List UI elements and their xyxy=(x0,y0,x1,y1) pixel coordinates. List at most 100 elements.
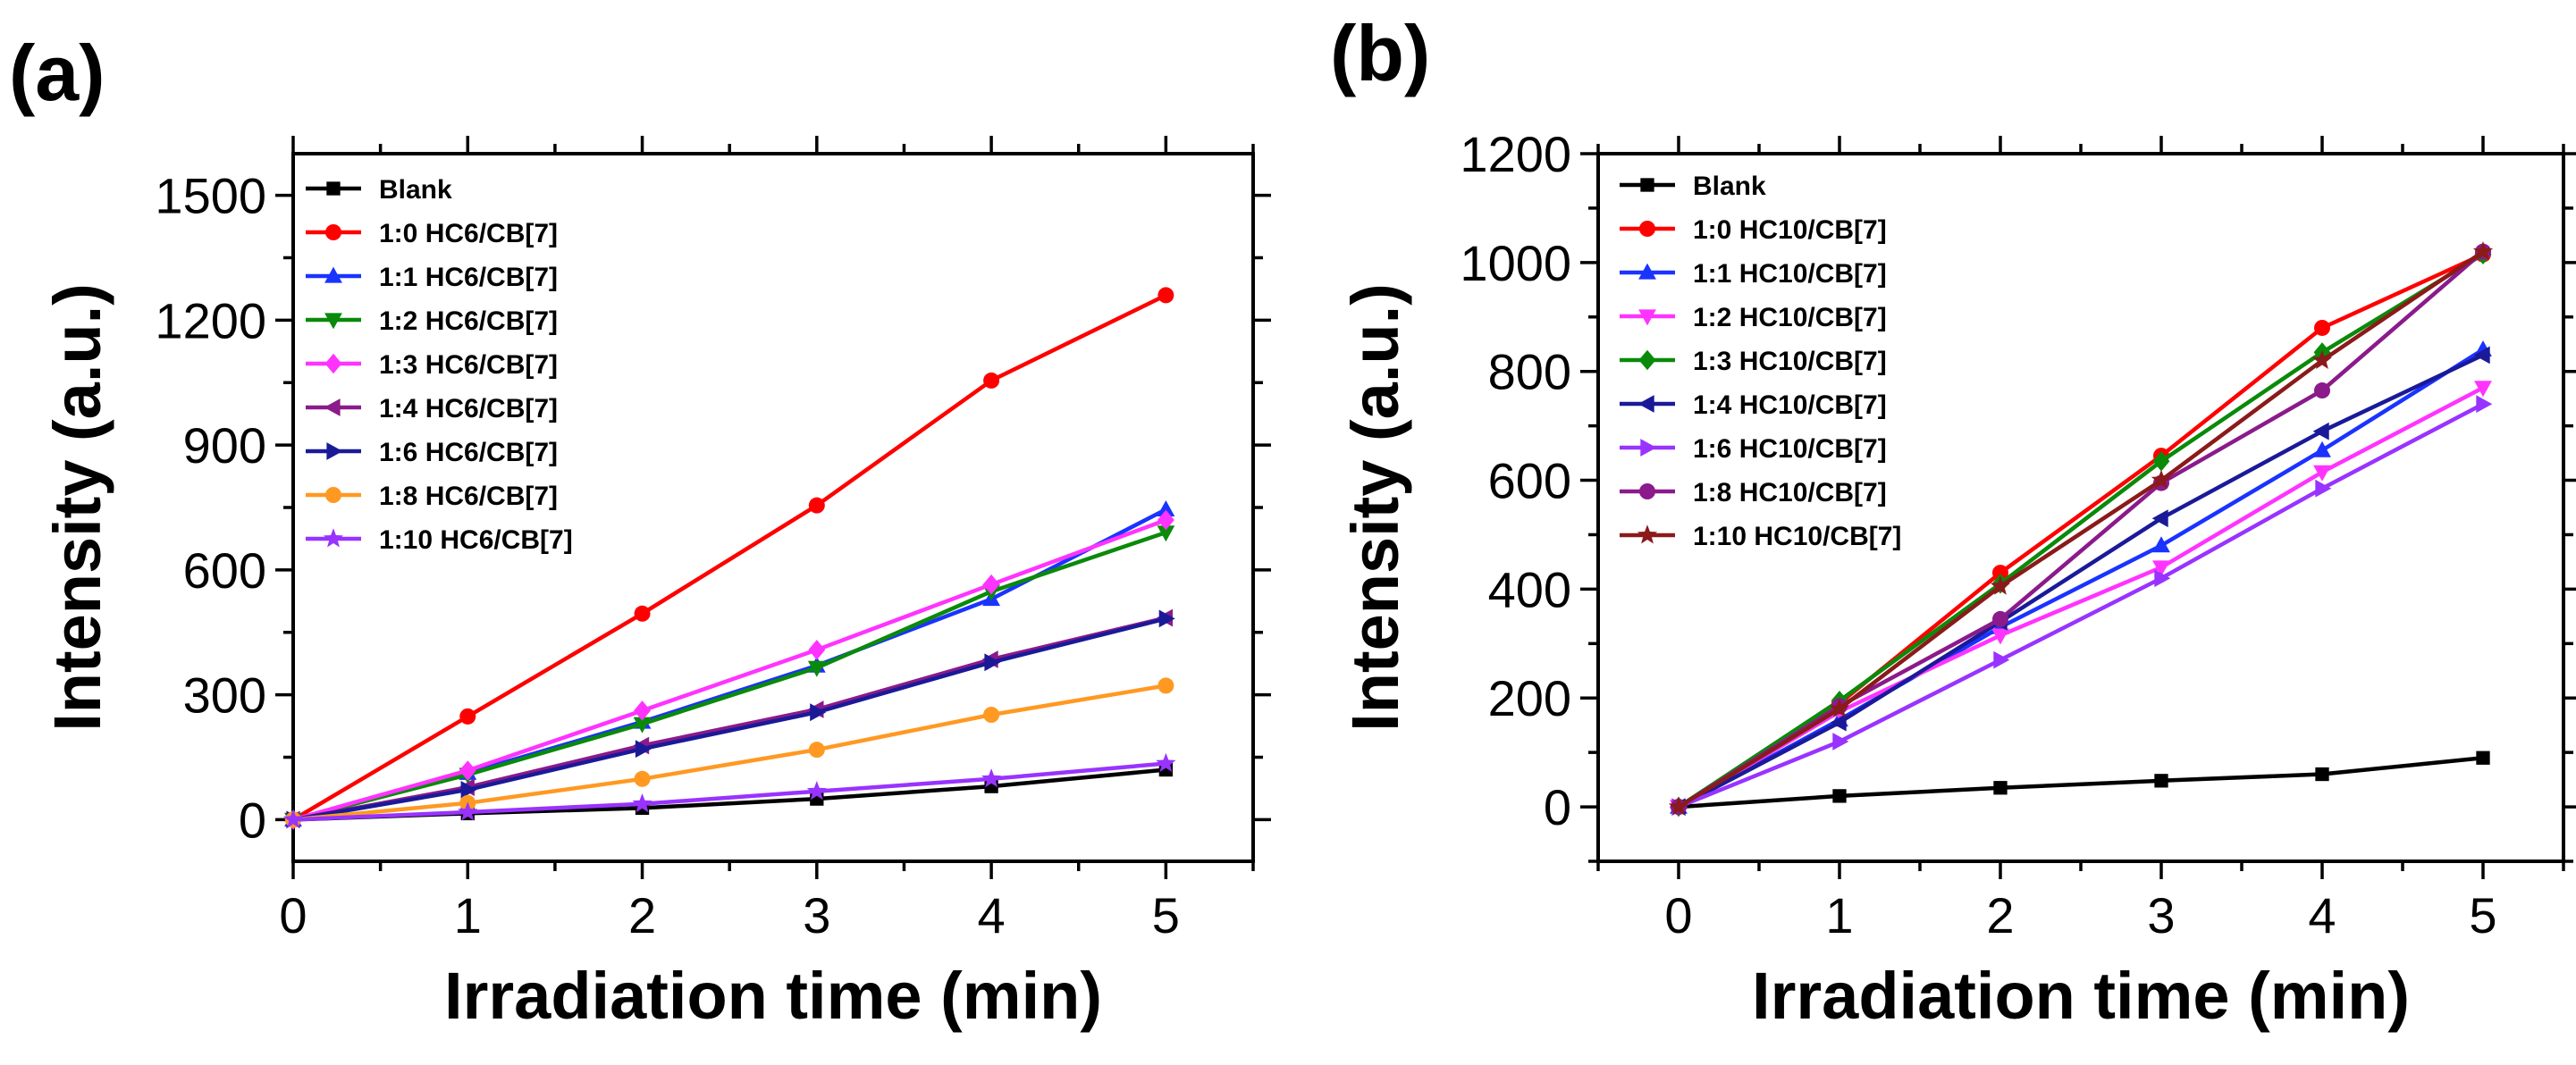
b-series-line xyxy=(1678,755,2484,809)
a-legend-swatch-marker xyxy=(324,353,342,374)
b-y-tick-label: 1200 xyxy=(1460,126,1571,182)
b-legend-item-label: 1:8 HC10/CB[7] xyxy=(1693,478,1887,507)
a-data-point xyxy=(1158,677,1174,694)
b-data-point xyxy=(2152,536,2170,553)
b-data-point xyxy=(2314,319,2330,336)
b-y-axis-label: Intensity (a.u.) xyxy=(1338,283,1412,732)
b-x-tick-label: 4 xyxy=(2308,887,2336,943)
a-data-point xyxy=(635,740,652,759)
b-data-point xyxy=(2476,751,2490,765)
a-data-point xyxy=(282,809,304,828)
a-series-line xyxy=(292,683,1166,822)
a-y-tick-label: 0 xyxy=(239,792,266,848)
b-data-point xyxy=(2473,346,2490,365)
b-data-point xyxy=(1830,713,1847,732)
a-y-tick-label: 300 xyxy=(183,667,266,724)
b-series-1-10-hc10-cb-7 xyxy=(1668,241,2494,816)
b-data-point xyxy=(2474,381,2492,398)
a-data-point xyxy=(983,372,1000,389)
b-panel-label: (b) xyxy=(1330,9,1430,97)
b-series-blank xyxy=(1671,751,2490,814)
a-data-point xyxy=(808,497,825,514)
a-legend-item-label: 1:0 HC6/CB[7] xyxy=(379,219,558,248)
b-legend-swatch-marker xyxy=(1637,395,1654,413)
a-legend-item-label: 1:3 HC6/CB[7] xyxy=(379,350,558,380)
a-series-line xyxy=(292,517,1167,822)
b-legend-item-label: 1:3 HC10/CB[7] xyxy=(1693,347,1887,376)
b-data-point xyxy=(2151,469,2172,489)
b-x-axis-label: Irradiation time (min) xyxy=(1752,959,2410,1033)
b-legend-item-label: Blank xyxy=(1693,172,1766,201)
a-data-point xyxy=(810,703,827,722)
b-data-point xyxy=(2315,479,2332,498)
b-legend-swatch-marker xyxy=(1640,439,1657,457)
a-data-point xyxy=(984,653,1001,672)
b-y-tick-label: 600 xyxy=(1488,453,1571,509)
a-data-point xyxy=(459,708,476,725)
a-legend-swatch-marker xyxy=(326,181,341,196)
a-data-point xyxy=(982,574,1000,595)
b-data-point xyxy=(2151,509,2168,528)
b-data-point xyxy=(2311,349,2333,369)
a-x-axis-label: Irradiation time (min) xyxy=(444,959,1102,1033)
b-legend-swatch-marker xyxy=(1639,221,1655,237)
b-data-point xyxy=(2313,465,2331,482)
b-x-tick-label: 2 xyxy=(1986,887,2014,943)
a-data-point xyxy=(1157,509,1174,531)
a-data-point xyxy=(1157,500,1175,516)
a-data-point xyxy=(633,717,652,734)
b-data-point xyxy=(1829,698,1850,717)
a-data-point xyxy=(634,700,651,721)
a-legend-swatch-marker xyxy=(326,442,343,460)
a-x-tick-label: 2 xyxy=(628,887,656,943)
a-x-tick-label: 4 xyxy=(978,887,1006,943)
a-y-axis-label: Intensity (a.u.) xyxy=(40,283,114,732)
a-legend: Blank 1:0 HC6/CB[7] 1:1 HC6/CB[7] 1:2 HC6/C… xyxy=(306,175,573,555)
b-legend-item-label: 1:10 HC10/CB[7] xyxy=(1693,522,1901,551)
a-legend-swatch-marker xyxy=(323,528,344,548)
a-legend-item-label: 1:8 HC6/CB[7] xyxy=(379,482,558,511)
a-legend-item-label: 1:10 HC6/CB[7] xyxy=(379,525,573,555)
a-x-tick-label: 1 xyxy=(454,887,482,943)
a-data-point xyxy=(981,768,1002,788)
a-data-point xyxy=(632,793,652,813)
a-data-point xyxy=(808,742,825,759)
b-data-point xyxy=(1990,575,2011,595)
a-y-tick-label: 600 xyxy=(183,542,266,599)
b-legend-item-label: 1:0 HC10/CB[7] xyxy=(1693,215,1887,245)
b-x-tick-label: 5 xyxy=(2469,887,2496,943)
b-data-point xyxy=(1992,610,2008,627)
a-data-point xyxy=(983,707,1000,724)
a-data-point xyxy=(460,781,477,799)
a-x-tick-label: 0 xyxy=(279,887,307,943)
b-legend-swatch-marker xyxy=(1638,349,1656,371)
a-legend-swatch-marker xyxy=(325,487,341,503)
b-y-tick-label: 400 xyxy=(1488,561,1571,617)
a-x-tick-label: 5 xyxy=(1152,887,1180,943)
b-data-point xyxy=(1991,628,2009,645)
a-panel-label: (a) xyxy=(9,29,105,117)
b-legend-swatch-marker xyxy=(1638,263,1656,280)
b-data-point xyxy=(2152,451,2170,472)
b-x-tick-label: 1 xyxy=(1825,887,1853,943)
b-legend-swatch-marker xyxy=(1639,483,1655,499)
b-data-point xyxy=(1832,733,1849,751)
b-data-point xyxy=(2312,422,2329,440)
b-series-line xyxy=(1677,353,2484,809)
b-y-tick-label: 200 xyxy=(1488,670,1571,726)
panel-a: (a) 0 1 2 3 4 5 0 300 600 900 1200 1500 Irradiation t… xyxy=(9,29,1271,1033)
b-legend-item-label: 1:4 HC10/CB[7] xyxy=(1693,390,1887,420)
b-data-point xyxy=(1832,789,1847,803)
b-data-point xyxy=(1993,650,2010,669)
b-legend-swatch-marker xyxy=(1638,309,1656,326)
a-legend-swatch-marker xyxy=(325,224,341,240)
a-legend-item-label: 1:1 HC6/CB[7] xyxy=(379,263,558,292)
b-legend-swatch-marker xyxy=(1637,524,1658,544)
b-legend-item-label: 1:1 HC10/CB[7] xyxy=(1693,259,1887,289)
a-data-point xyxy=(634,605,651,622)
a-series-line xyxy=(291,293,1167,822)
b-data-point xyxy=(2152,560,2170,577)
b-y-tick-label: 1000 xyxy=(1460,235,1571,291)
b-y-tick-label: 800 xyxy=(1488,344,1571,400)
a-series-1-3-hc6-cb-7 xyxy=(284,509,1174,830)
